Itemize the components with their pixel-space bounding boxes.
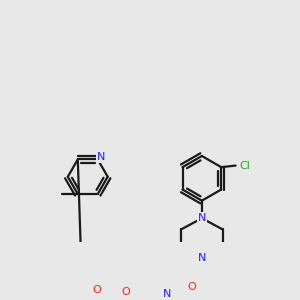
Text: N: N <box>163 289 171 299</box>
Text: N: N <box>97 152 105 162</box>
Text: O: O <box>92 285 101 295</box>
Text: O: O <box>187 282 196 292</box>
Text: Cl: Cl <box>240 160 250 171</box>
Text: N: N <box>198 213 206 223</box>
Text: O: O <box>122 286 130 297</box>
Text: N: N <box>198 253 206 263</box>
